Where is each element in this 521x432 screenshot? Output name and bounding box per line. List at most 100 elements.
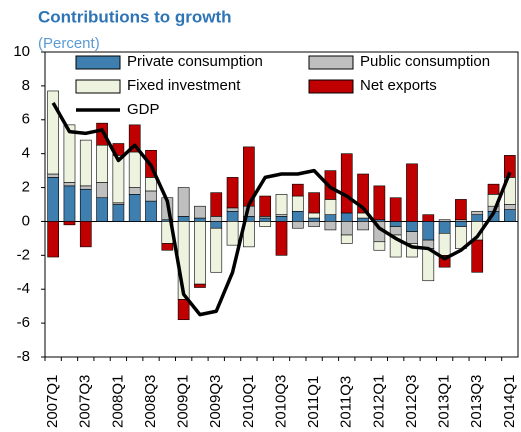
legend-label: GDP: [127, 101, 160, 118]
bar-segment: [79, 139, 92, 187]
bar-segment: [340, 221, 353, 236]
legend-swatch: [75, 55, 121, 70]
bar-segment: [471, 210, 484, 215]
bar-segment: [324, 221, 337, 231]
bar-segment: [357, 217, 369, 222]
bar-segment: [96, 144, 108, 183]
bar-segment: [210, 227, 223, 273]
legend-swatch: [308, 79, 354, 94]
bar-segment: [128, 151, 141, 188]
chart-subtitle: (Percent): [38, 35, 100, 52]
x-tick-label: 2013Q3: [468, 375, 485, 428]
x-tick-label: 2008Q3: [142, 375, 159, 428]
x-tick-label: 2014Q1: [501, 375, 518, 428]
bar-segment: [406, 243, 418, 258]
bar-segment: [373, 185, 386, 221]
bar-segment: [438, 221, 451, 234]
bar-segment: [226, 207, 239, 212]
bar-segment: [308, 192, 320, 214]
gdp-line: [51, 101, 512, 317]
y-tick-label: 10: [13, 43, 30, 60]
bar-segment: [63, 124, 76, 183]
x-tick-label: 2011Q1: [305, 376, 322, 428]
bar-segment: [308, 212, 320, 219]
bar-segment: [96, 197, 108, 222]
y-tick-label: 2: [22, 179, 30, 196]
bar-segment: [259, 217, 272, 222]
bar-segment: [389, 221, 402, 227]
bar-segment: [455, 199, 467, 221]
bar-segment: [79, 185, 92, 190]
bar-segment: [63, 185, 76, 222]
x-tick-label: 2011Q3: [338, 376, 355, 428]
bar-segment: [210, 192, 223, 217]
bar-segment: [503, 155, 516, 178]
bar-segment: [96, 182, 108, 199]
bar-segment: [406, 163, 418, 222]
bar-segment: [63, 182, 76, 187]
bar-segment: [406, 221, 418, 232]
bar-segment: [438, 233, 451, 256]
bar-segment: [422, 214, 435, 222]
bar-segment: [128, 124, 141, 153]
bar-segment: [177, 187, 190, 217]
bar-segment: [438, 219, 451, 222]
bar-segment: [210, 216, 223, 222]
bar-segment: [177, 299, 190, 321]
legend-swatch: [75, 79, 121, 94]
bar-segment: [340, 153, 353, 214]
x-tick-label: 2012Q3: [403, 375, 420, 428]
bar-segment: [194, 217, 206, 222]
bar-segment: [112, 155, 125, 204]
y-tick-label: -6: [17, 314, 30, 331]
y-tick-label: 8: [22, 77, 30, 94]
plot-frame: [44, 51, 519, 358]
bar-segment: [308, 217, 320, 222]
bar-segment: [389, 197, 402, 222]
x-tick-label: 2012Q1: [370, 375, 387, 428]
bar-segment: [259, 195, 272, 217]
y-tick-label: -4: [17, 280, 30, 297]
bar-segment: [275, 194, 288, 215]
bar-segment: [145, 177, 157, 192]
bar-segment: [161, 243, 174, 251]
bar-segment: [422, 221, 435, 241]
bar-segment: [177, 216, 190, 222]
x-tick-label: 2007Q1: [44, 375, 61, 428]
bar-segment: [96, 122, 108, 146]
bar-segment: [308, 221, 320, 227]
legend-label: Net exports: [360, 77, 437, 94]
bar-segment: [128, 187, 141, 195]
x-tick-label: 2009Q1: [175, 375, 192, 428]
x-tick-label: 2010Q1: [240, 375, 257, 428]
bar-segment: [259, 221, 272, 227]
bar-segment: [194, 205, 206, 219]
bar-segment: [275, 221, 288, 256]
bar-segment: [340, 234, 353, 244]
bar-segment: [340, 212, 353, 222]
bar-segment: [145, 190, 157, 202]
bar-segment: [503, 209, 516, 222]
bar-segment: [226, 177, 239, 209]
bar-segment: [63, 221, 76, 226]
bar-segment: [145, 200, 157, 222]
bar-segment: [194, 283, 206, 288]
bar-segment: [487, 183, 500, 195]
bar-segment: [128, 194, 141, 222]
x-tick-label: 2007Q3: [77, 375, 94, 428]
y-tick-label: 6: [22, 111, 30, 128]
bar-segment: [291, 221, 304, 229]
x-tick-label: 2009Q3: [207, 375, 224, 428]
bar-segment: [324, 170, 337, 200]
bar-segment: [503, 204, 516, 210]
bar-segment: [389, 226, 402, 236]
bar-segment: [226, 210, 239, 222]
legend-label: Fixed investment: [127, 77, 241, 94]
bar-segment: [47, 221, 60, 258]
bar-segment: [471, 239, 484, 273]
bar-segment: [422, 248, 435, 282]
bar-segment: [324, 214, 337, 222]
bar-segment: [455, 221, 467, 227]
bar-segment: [389, 234, 402, 258]
y-tick-label: -8: [17, 348, 30, 365]
